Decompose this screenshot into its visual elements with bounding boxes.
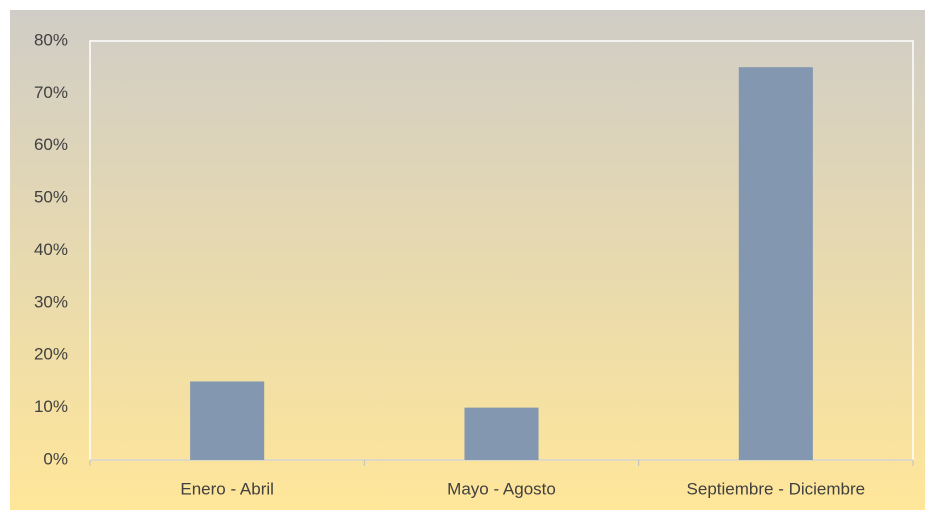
y-tick-label: 50% [34, 188, 68, 207]
y-tick-label: 60% [34, 135, 68, 154]
y-tick-label: 20% [34, 345, 68, 364]
y-tick-label: 0% [43, 449, 68, 468]
y-tick-label: 30% [34, 292, 68, 311]
x-tick-label: Septiembre - Diciembre [687, 479, 866, 498]
y-tick-label: 40% [34, 240, 68, 259]
bar [464, 407, 539, 460]
bar [190, 381, 265, 460]
y-tick-label: 10% [34, 397, 68, 416]
bar [738, 67, 813, 460]
x-tick-label: Mayo - Agosto [447, 479, 556, 498]
y-tick-label: 80% [34, 30, 68, 49]
y-tick-label: 70% [34, 83, 68, 102]
x-tick-label: Enero - Abril [180, 479, 274, 498]
